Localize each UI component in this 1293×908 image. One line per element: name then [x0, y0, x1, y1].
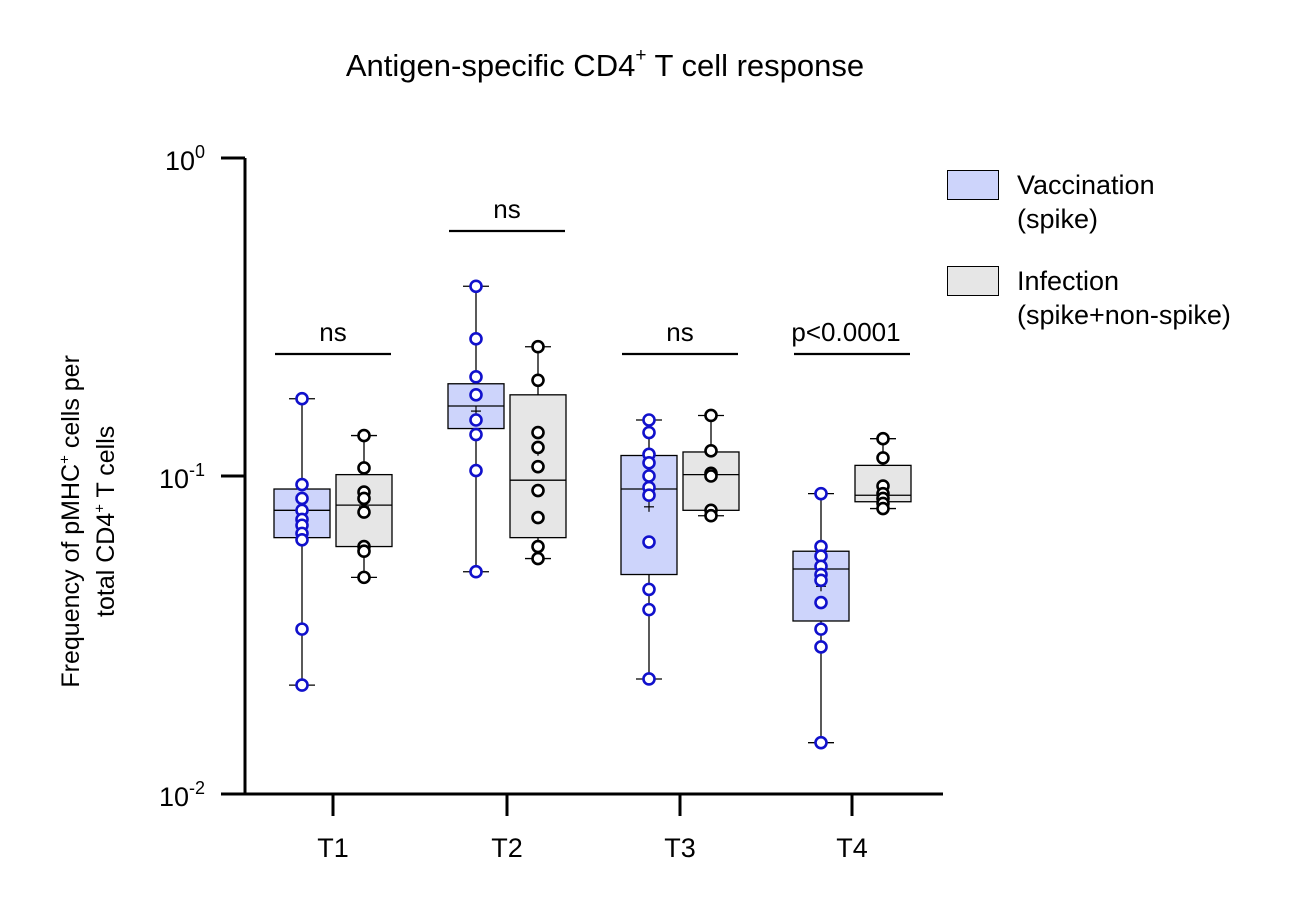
point-infection-T2-8	[531, 551, 545, 566]
point-vaccination-T4-0	[814, 486, 828, 501]
point-infection-T3-3	[704, 469, 718, 483]
point-infection-T2-3	[531, 440, 545, 455]
point-infection-T2-6	[531, 510, 545, 525]
y-axis-label-line1: Frequency of pMHC+ cells per	[56, 355, 85, 688]
x-tick-label-T1: T1	[317, 833, 349, 863]
point-vaccination-T4-9	[814, 735, 828, 750]
point-vaccination-T2-6	[469, 463, 483, 478]
legend-swatch-infection	[947, 266, 999, 296]
point-infection-T2-5	[531, 483, 545, 498]
point-infection-T3-1	[704, 444, 718, 458]
point-vaccination-T2-1	[469, 332, 483, 346]
y-tick-label-0: 100	[165, 142, 205, 176]
point-vaccination-T4-7	[814, 622, 828, 636]
point-vaccination-T3-10	[642, 672, 656, 686]
point-infection-T1-3	[357, 491, 371, 506]
legend-item-vaccination: Vaccination (spike)	[947, 168, 1231, 236]
point-vaccination-T3-3	[642, 456, 656, 470]
point-infection-T1-0	[357, 428, 371, 443]
point-vaccination-T3-9	[642, 602, 656, 617]
point-infection-T2-1	[531, 373, 545, 388]
legend-item-infection: Infection (spike+non-spike)	[947, 264, 1231, 332]
point-infection-T2-0	[531, 339, 545, 354]
point-infection-T4-1	[876, 451, 890, 465]
point-vaccination-T2-4	[469, 413, 483, 427]
point-vaccination-T3-1	[642, 425, 656, 440]
point-infection-T2-4	[531, 459, 545, 474]
point-vaccination-T3-0	[642, 413, 656, 427]
point-vaccination-T1-7	[295, 533, 309, 547]
point-infection-T3-0	[704, 408, 718, 423]
point-infection-T1-4	[357, 505, 371, 519]
y-axis-label: Frequency of pMHC+ cells per total CD4+ …	[51, 171, 122, 871]
x-tick-label-T4: T4	[836, 833, 868, 863]
point-infection-T2-2	[531, 425, 545, 440]
point-vaccination-T4-5	[814, 573, 828, 588]
y-tick-label-2: 10-2	[159, 778, 205, 812]
y-axis-label-line2: total CD4+ T cells	[92, 425, 121, 617]
legend-label-infection-line2: (spike+non-spike)	[1017, 300, 1231, 330]
legend-label-vaccination-line2: (spike)	[1017, 204, 1099, 234]
point-infection-T1-1	[357, 461, 371, 475]
chart-title: Antigen-specific CD4+ T cell response	[345, 44, 865, 83]
point-vaccination-T2-2	[469, 370, 483, 384]
point-infection-T1-6	[357, 544, 371, 559]
point-vaccination-T1-8	[295, 622, 309, 636]
point-vaccination-T2-0	[469, 279, 483, 294]
point-vaccination-T1-0	[295, 391, 309, 406]
legend-label-infection-line1: Infection	[1017, 266, 1120, 296]
sig-label-T2: ns	[493, 194, 520, 224]
legend-swatch-vaccination	[947, 170, 999, 200]
point-vaccination-T3-8	[642, 582, 656, 597]
sig-label-T3: ns	[666, 317, 693, 347]
point-vaccination-T1-1	[295, 477, 309, 492]
point-vaccination-T4-6	[814, 595, 828, 610]
point-infection-T4-6	[876, 501, 890, 516]
sig-label-T4: p<0.0001	[791, 317, 900, 347]
point-vaccination-T3-6	[642, 488, 656, 503]
point-vaccination-T2-7	[469, 564, 483, 579]
point-vaccination-T3-4	[642, 469, 656, 483]
point-infection-T3-5	[704, 508, 718, 523]
point-vaccination-T1-9	[295, 678, 309, 692]
point-vaccination-T1-2	[295, 491, 309, 506]
point-infection-T1-7	[357, 570, 371, 585]
point-vaccination-T4-8	[814, 640, 828, 654]
x-tick-label-T3: T3	[664, 833, 696, 863]
point-vaccination-T3-7	[642, 535, 656, 549]
y-tick-label-1: 10-1	[159, 460, 205, 494]
point-infection-T4-0	[876, 431, 890, 446]
point-vaccination-T2-5	[469, 427, 483, 442]
point-vaccination-T2-3	[469, 388, 483, 402]
sig-label-T1: ns	[319, 317, 346, 347]
legend-label-vaccination-line1: Vaccination	[1017, 170, 1155, 200]
legend: Vaccination (spike) Infection (spike+non…	[947, 168, 1231, 360]
point-infection-T2-7	[531, 539, 545, 554]
x-tick-label-T2: T2	[491, 833, 523, 863]
